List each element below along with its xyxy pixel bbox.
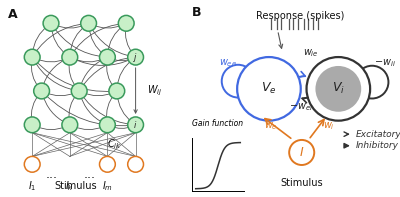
- Circle shape: [128, 49, 144, 65]
- Circle shape: [100, 117, 115, 133]
- Circle shape: [356, 66, 388, 98]
- Circle shape: [62, 49, 78, 65]
- Text: Response (spikes): Response (spikes): [256, 11, 344, 21]
- Text: $w_e$: $w_e$: [264, 121, 278, 132]
- Circle shape: [118, 15, 134, 31]
- Text: ...: ...: [46, 168, 58, 181]
- Text: A: A: [8, 8, 17, 21]
- Circle shape: [24, 117, 40, 133]
- Text: $V_i$: $V_i$: [332, 81, 345, 96]
- Text: B: B: [192, 6, 201, 19]
- Circle shape: [306, 57, 370, 121]
- Circle shape: [237, 57, 301, 121]
- Text: $-w_{ei}$: $-w_{ei}$: [289, 101, 313, 113]
- Circle shape: [222, 65, 254, 98]
- Text: ...: ...: [84, 168, 96, 181]
- Text: Inhibitory: Inhibitory: [356, 141, 399, 150]
- Text: Stimulus: Stimulus: [280, 177, 323, 188]
- Text: $I$: $I$: [299, 146, 304, 159]
- Text: Gain function: Gain function: [192, 119, 244, 128]
- Text: $w_i$: $w_i$: [323, 121, 334, 132]
- Circle shape: [128, 156, 144, 172]
- Text: $j$: $j$: [133, 51, 138, 64]
- Circle shape: [24, 156, 40, 172]
- Text: $W_{ij}$: $W_{ij}$: [147, 84, 162, 98]
- Text: $C_{ik}$: $C_{ik}$: [107, 138, 122, 151]
- Circle shape: [316, 66, 361, 112]
- Text: Stimulus: Stimulus: [54, 181, 97, 191]
- Circle shape: [100, 49, 115, 65]
- Text: $I_m$: $I_m$: [102, 179, 113, 193]
- Circle shape: [128, 117, 144, 133]
- Circle shape: [62, 117, 78, 133]
- Text: $i$: $i$: [134, 119, 138, 130]
- Circle shape: [71, 83, 87, 99]
- Text: $-w_{ii}$: $-w_{ii}$: [374, 57, 396, 69]
- Text: Excitatory: Excitatory: [356, 130, 400, 139]
- Circle shape: [43, 15, 59, 31]
- Circle shape: [100, 156, 115, 172]
- Circle shape: [289, 140, 314, 165]
- Text: $I_1$: $I_1$: [28, 179, 36, 193]
- Text: $I_k$: $I_k$: [65, 179, 74, 193]
- Circle shape: [34, 83, 50, 99]
- Circle shape: [24, 49, 40, 65]
- Text: $w_{ie}$: $w_{ie}$: [302, 47, 318, 59]
- Text: $w_{ee}$: $w_{ee}$: [220, 57, 238, 69]
- Circle shape: [81, 15, 96, 31]
- Circle shape: [109, 83, 125, 99]
- Text: $V_e$: $V_e$: [261, 81, 277, 96]
